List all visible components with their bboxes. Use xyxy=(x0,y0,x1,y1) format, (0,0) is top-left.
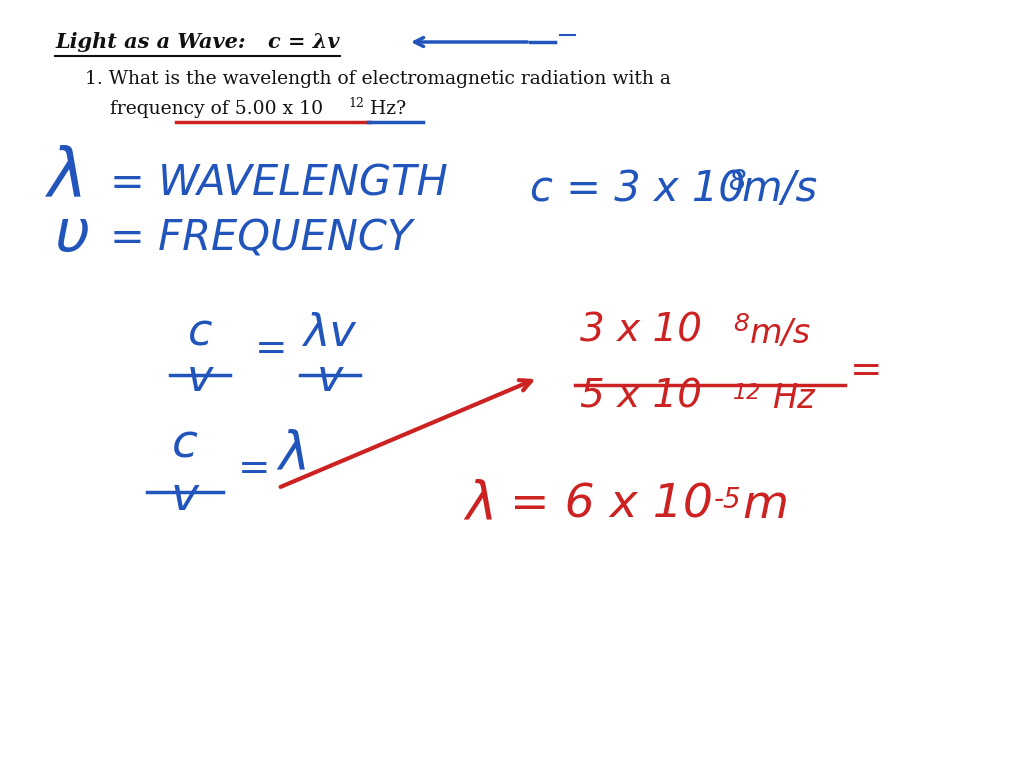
Text: 8: 8 xyxy=(733,312,749,336)
Text: c = λv: c = λv xyxy=(268,32,340,52)
Text: 8: 8 xyxy=(728,168,745,196)
Text: m/s: m/s xyxy=(742,168,818,210)
Text: 3 x 10: 3 x 10 xyxy=(580,312,702,350)
Text: υ: υ xyxy=(55,206,90,265)
Text: λ: λ xyxy=(48,144,87,210)
Text: -5: -5 xyxy=(714,486,741,514)
Text: Hz?: Hz? xyxy=(364,100,407,118)
Text: Hz: Hz xyxy=(772,382,815,415)
Text: 5 x 10: 5 x 10 xyxy=(580,377,702,415)
Text: = 6 x 10: = 6 x 10 xyxy=(510,483,713,528)
Text: = FREQUENCY: = FREQUENCY xyxy=(110,218,413,260)
Text: c: c xyxy=(187,312,212,355)
Text: λ: λ xyxy=(465,478,497,530)
Text: m/s: m/s xyxy=(750,317,811,350)
Text: Light as a Wave:: Light as a Wave: xyxy=(55,32,253,52)
Text: v: v xyxy=(316,357,343,400)
Text: λ: λ xyxy=(278,428,309,480)
Text: m: m xyxy=(742,483,788,528)
Text: =: = xyxy=(850,352,883,390)
Text: 1. What is the wavelength of electromagnetic radiation with a: 1. What is the wavelength of electromagn… xyxy=(85,70,671,88)
Text: = WAVELENGTH: = WAVELENGTH xyxy=(110,163,447,205)
Text: c: c xyxy=(172,423,198,468)
Text: λv: λv xyxy=(304,312,356,355)
Text: c = 3 x 10: c = 3 x 10 xyxy=(530,168,744,210)
Text: 12: 12 xyxy=(348,97,364,110)
Text: =: = xyxy=(238,450,270,488)
Text: =: = xyxy=(255,330,288,368)
Text: v: v xyxy=(186,357,213,400)
Text: 12: 12 xyxy=(733,383,761,403)
Text: frequency of 5.00 x 10: frequency of 5.00 x 10 xyxy=(110,100,324,118)
Text: v: v xyxy=(171,475,199,520)
